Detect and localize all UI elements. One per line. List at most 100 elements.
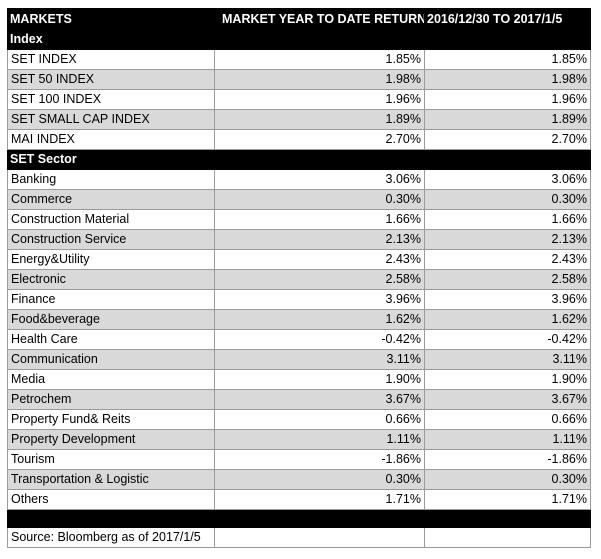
return-cell: 3.06% (214, 170, 424, 189)
data-row: Banking 3.06% 3.06% (7, 170, 591, 190)
return-cell: 1.85% (214, 50, 424, 69)
data-row: Construction Material 1.66% 1.66% (7, 210, 591, 230)
return-cell: 1.96% (214, 90, 424, 109)
return-cell: 1.85% (424, 50, 591, 69)
return-cell: 2.13% (424, 230, 591, 249)
market-name: Property Fund& Reits (7, 410, 214, 429)
return-cell: 1.96% (424, 90, 591, 109)
return-cell: 2.43% (424, 250, 591, 269)
market-name: Energy&Utility (7, 250, 214, 269)
section-title: SET Sector (10, 152, 77, 166)
return-cell: -1.86% (214, 450, 424, 469)
return-cell: 1.66% (214, 210, 424, 229)
empty-cell (214, 150, 424, 170)
data-row: Tourism -1.86% -1.86% (7, 450, 591, 470)
market-name: Construction Material (7, 210, 214, 229)
data-row: Property Fund& Reits 0.66% 0.66% (7, 410, 591, 430)
data-row: Food&beverage 1.62% 1.62% (7, 310, 591, 330)
return-cell: 1.90% (214, 370, 424, 389)
header-cell: MARKETS (10, 12, 72, 26)
section-row: Index (7, 30, 591, 50)
return-cell: 1.90% (424, 370, 591, 389)
return-cell: 1.98% (424, 70, 591, 89)
market-name: Health Care (7, 330, 214, 349)
spacer-row (7, 510, 591, 528)
data-row: MAI INDEX 2.70% 2.70% (7, 130, 591, 150)
data-row: Property Development 1.11% 1.11% (7, 430, 591, 450)
return-cell: 1.89% (424, 110, 591, 129)
return-cell: 1.71% (214, 490, 424, 509)
return-cell: 3.67% (214, 390, 424, 409)
data-row: Transportation & Logistic 0.30% 0.30% (7, 470, 591, 490)
return-cell: 1.62% (424, 310, 591, 329)
market-name: Tourism (7, 450, 214, 469)
return-cell: 1.66% (424, 210, 591, 229)
data-row: Health Care -0.42% -0.42% (7, 330, 591, 350)
data-row: Media 1.90% 1.90% (7, 370, 591, 390)
return-cell: 0.66% (424, 410, 591, 429)
data-row: Energy&Utility 2.43% 2.43% (7, 250, 591, 270)
data-row: Finance 3.96% 3.96% (7, 290, 591, 310)
data-row: SET 100 INDEX 1.96% 1.96% (7, 90, 591, 110)
return-cell: 2.70% (424, 130, 591, 149)
return-cell: 3.11% (214, 350, 424, 369)
market-name: Petrochem (7, 390, 214, 409)
market-name: Property Development (7, 430, 214, 449)
return-cell: 0.66% (214, 410, 424, 429)
empty-cell (424, 528, 591, 547)
return-cell: 3.96% (214, 290, 424, 309)
return-cell: 0.30% (424, 470, 591, 489)
market-name: Finance (7, 290, 214, 309)
market-name: Communication (7, 350, 214, 369)
return-cell: 1.62% (214, 310, 424, 329)
data-row: Electronic 2.58% 2.58% (7, 270, 591, 290)
data-row: Commerce 0.30% 0.30% (7, 190, 591, 210)
return-cell: 1.11% (214, 430, 424, 449)
return-cell: 1.89% (214, 110, 424, 129)
empty-cell (424, 30, 591, 50)
market-name: Electronic (7, 270, 214, 289)
empty-cell (424, 150, 591, 170)
data-row: Communication 3.11% 3.11% (7, 350, 591, 370)
data-row: Others 1.71% 1.71% (7, 490, 591, 510)
header-row: MARKETS MARKET YEAR TO DATE RETURN 2016/12… (7, 8, 591, 30)
return-cell: 3.11% (424, 350, 591, 369)
return-cell: 3.67% (424, 390, 591, 409)
return-cell: 0.30% (424, 190, 591, 209)
market-name: Transportation & Logistic (7, 470, 214, 489)
return-cell: -1.86% (424, 450, 591, 469)
return-cell: 2.13% (214, 230, 424, 249)
market-name: Construction Service (7, 230, 214, 249)
market-name: Commerce (7, 190, 214, 209)
data-row: SET 50 INDEX 1.98% 1.98% (7, 70, 591, 90)
data-row: SET INDEX 1.85% 1.85% (7, 50, 591, 70)
return-cell: 1.98% (214, 70, 424, 89)
return-cell: 0.30% (214, 190, 424, 209)
return-cell: 3.06% (424, 170, 591, 189)
data-row: Construction Service 2.13% 2.13% (7, 230, 591, 250)
market-name: SET 100 INDEX (7, 90, 214, 109)
return-cell: 0.30% (214, 470, 424, 489)
return-cell: 2.58% (424, 270, 591, 289)
market-name: SET INDEX (7, 50, 214, 69)
return-cell: 3.96% (424, 290, 591, 309)
market-name: Food&beverage (7, 310, 214, 329)
return-cell: -0.42% (424, 330, 591, 349)
return-cell: 2.70% (214, 130, 424, 149)
market-name: SET SMALL CAP INDEX (7, 110, 214, 129)
return-cell: 1.11% (424, 430, 591, 449)
market-name: Media (7, 370, 214, 389)
market-name: MAI INDEX (7, 130, 214, 149)
source-note: Source: Bloomberg as of 2017/1/5 (7, 528, 214, 547)
return-cell: 2.43% (214, 250, 424, 269)
market-name: Banking (7, 170, 214, 189)
data-row: Petrochem 3.67% 3.67% (7, 390, 591, 410)
header-cell: 2016/12/30 TO 2017/1/5 (427, 12, 563, 26)
empty-cell (214, 30, 424, 50)
header-cell: MARKET YEAR TO DATE RETURN (222, 12, 424, 26)
return-cell: -0.42% (214, 330, 424, 349)
footer-row: Source: Bloomberg as of 2017/1/5 (7, 528, 591, 548)
market-name: SET 50 INDEX (7, 70, 214, 89)
return-cell: 1.71% (424, 490, 591, 509)
